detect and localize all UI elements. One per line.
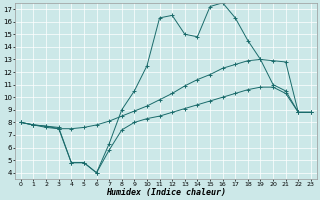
X-axis label: Humidex (Indice chaleur): Humidex (Indice chaleur) xyxy=(106,188,226,197)
